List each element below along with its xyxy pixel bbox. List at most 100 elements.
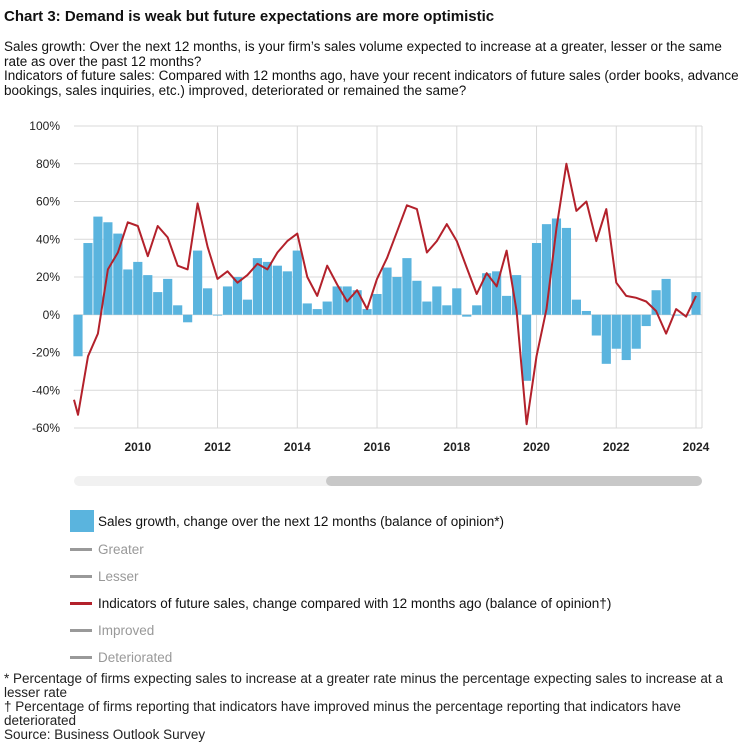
sales-growth-bar bbox=[173, 305, 183, 315]
sales-growth-bar bbox=[362, 309, 372, 315]
sales-growth-bar bbox=[571, 299, 581, 315]
footnote-dagger: † Percentage of firms reporting that ind… bbox=[4, 699, 681, 728]
y-axis: -60% -40% -20% 0% 20% 40% 60% 80% 100% bbox=[29, 119, 60, 435]
sales-growth-bar bbox=[581, 310, 591, 315]
legend-greater-label: Greater bbox=[98, 541, 144, 557]
x-tick-label: 2014 bbox=[284, 440, 311, 454]
chart-scrollbar[interactable] bbox=[74, 476, 702, 486]
legend-line-swatch bbox=[70, 628, 92, 632]
legend-line-swatch bbox=[70, 547, 92, 551]
y-tick-label: 60% bbox=[36, 195, 60, 209]
legend-line-swatch bbox=[70, 655, 92, 659]
sales-growth-bar bbox=[502, 295, 512, 315]
sales-growth-bar bbox=[322, 301, 332, 315]
sales-growth-bar bbox=[123, 269, 133, 315]
sales-growth-bar bbox=[691, 292, 701, 315]
sales-growth-bar bbox=[521, 314, 532, 381]
sales-growth-bar bbox=[422, 301, 432, 315]
sales-growth-bar bbox=[551, 218, 562, 315]
sales-growth-bar bbox=[492, 271, 502, 315]
y-tick-label: -20% bbox=[32, 346, 60, 360]
y-tick-label: 20% bbox=[36, 270, 60, 284]
sales-growth-bar bbox=[631, 314, 641, 349]
sales-growth-bar bbox=[601, 314, 611, 364]
chart-title: Chart 3: Demand is weak but future expec… bbox=[4, 8, 495, 25]
legend-bar-swatch bbox=[70, 510, 94, 532]
legend-sales-growth-label: Sales growth, change over the next 12 mo… bbox=[98, 513, 505, 529]
legend-line-swatch bbox=[70, 574, 92, 578]
y-tick-label: 80% bbox=[36, 157, 60, 171]
sales-growth-bar bbox=[312, 309, 322, 315]
sales-growth-bar bbox=[252, 258, 263, 315]
sales-growth-bar bbox=[113, 233, 123, 315]
legend-indicators[interactable]: Indicators of future sales, change compa… bbox=[70, 592, 611, 614]
x-tick-label: 2016 bbox=[364, 440, 391, 454]
legend-improved[interactable]: Improved bbox=[70, 619, 154, 641]
sales-growth-bar bbox=[332, 286, 342, 315]
sales-growth-bar bbox=[262, 261, 272, 315]
legend-indicators-label: Indicators of future sales, change compa… bbox=[98, 595, 612, 611]
sales-growth-bar bbox=[163, 278, 173, 315]
legend-sales-growth[interactable]: Sales growth, change over the next 12 mo… bbox=[70, 510, 504, 532]
x-tick-label: 2012 bbox=[204, 440, 231, 454]
sales-growth-bar bbox=[452, 288, 462, 315]
sales-growth-bar bbox=[183, 314, 193, 323]
subtitle-sales-growth: Sales growth: Over the next 12 months, i… bbox=[4, 39, 722, 69]
footnotes: * Percentage of firms expecting sales to… bbox=[4, 672, 744, 742]
source-note: Source: Business Outlook Survey bbox=[4, 727, 206, 742]
sales-growth-bar bbox=[272, 265, 282, 315]
y-tick-label: 100% bbox=[29, 119, 60, 133]
sales-growth-bar bbox=[512, 275, 522, 315]
sales-growth-bar bbox=[462, 314, 472, 317]
sales-growth-bar bbox=[302, 303, 312, 315]
y-tick-label: 40% bbox=[36, 232, 60, 246]
subtitle-indicators: Indicators of future sales: Compared wit… bbox=[4, 68, 739, 98]
y-tick-label: -40% bbox=[32, 383, 60, 397]
legend-line-swatch bbox=[70, 601, 92, 605]
x-tick-label: 2020 bbox=[523, 440, 550, 454]
sales-growth-bar bbox=[372, 293, 382, 315]
sales-growth-bar bbox=[671, 314, 681, 316]
sales-growth-bar bbox=[591, 314, 601, 336]
sales-growth-bar bbox=[661, 278, 671, 315]
x-axis: 2010 2012 2014 2016 2018 2020 2022 2024 bbox=[124, 440, 709, 454]
sales-growth-bar bbox=[193, 250, 203, 315]
sales-growth-bar bbox=[402, 258, 412, 315]
x-tick-label: 2022 bbox=[603, 440, 630, 454]
chart-subtitle: Sales growth: Over the next 12 months, i… bbox=[4, 39, 744, 98]
sales-growth-bar bbox=[442, 305, 452, 315]
sales-growth-bars bbox=[73, 216, 701, 381]
legend-deteriorated[interactable]: Deteriorated bbox=[70, 646, 172, 668]
footnote-star: * Percentage of firms expecting sales to… bbox=[4, 671, 723, 700]
sales-growth-bar bbox=[133, 261, 143, 315]
sales-growth-bar bbox=[611, 314, 621, 349]
sales-growth-bar bbox=[641, 314, 651, 327]
sales-growth-bar bbox=[541, 224, 552, 315]
sales-growth-bar bbox=[621, 314, 631, 361]
indicators-series-line bbox=[73, 162, 697, 426]
sales-growth-bar bbox=[222, 286, 233, 315]
indicators-line bbox=[73, 162, 697, 426]
x-tick-label: 2024 bbox=[683, 440, 710, 454]
sales-growth-bar bbox=[651, 290, 661, 315]
sales-growth-bar bbox=[83, 243, 93, 315]
sales-growth-bar bbox=[73, 314, 83, 357]
sales-growth-bar bbox=[531, 243, 542, 315]
sales-growth-bar bbox=[392, 277, 402, 315]
sales-growth-bar bbox=[212, 314, 223, 316]
scrollbar-thumb[interactable] bbox=[326, 476, 702, 486]
legend-lesser-label: Lesser bbox=[98, 568, 139, 584]
sales-growth-bar bbox=[143, 275, 153, 315]
legend-greater[interactable]: Greater bbox=[70, 538, 144, 560]
legend-improved-label: Improved bbox=[98, 622, 155, 638]
legend-lesser[interactable]: Lesser bbox=[70, 565, 139, 587]
y-tick-label: -60% bbox=[32, 421, 60, 435]
sales-growth-bar bbox=[282, 271, 292, 315]
chart-plot: -60%-40%-20%0%20%40%60%80%100% 2010 2012 2… bbox=[29, 119, 709, 454]
sales-growth-bar bbox=[153, 292, 163, 315]
sales-growth-bar bbox=[561, 227, 572, 315]
legend-deteriorated-label: Deteriorated bbox=[98, 649, 173, 665]
sales-growth-bar bbox=[482, 273, 492, 315]
sales-growth-bar bbox=[93, 216, 103, 315]
sales-growth-bar bbox=[352, 290, 362, 315]
